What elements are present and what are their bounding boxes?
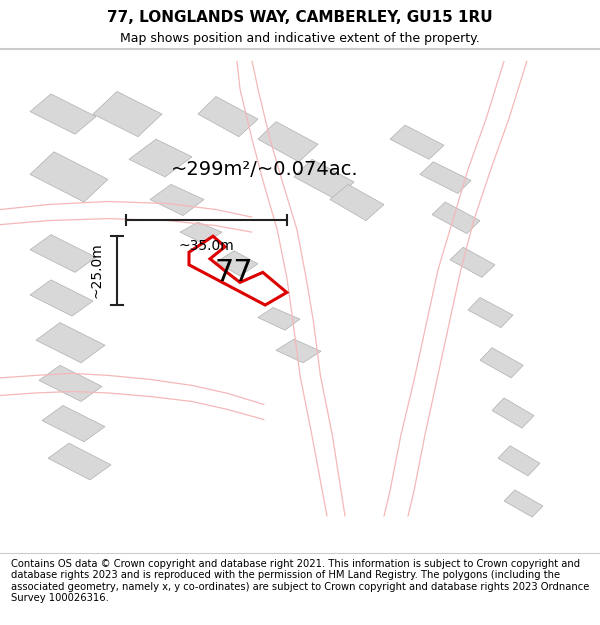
Polygon shape (30, 94, 96, 134)
Polygon shape (480, 348, 523, 378)
Polygon shape (30, 280, 93, 316)
Polygon shape (276, 339, 321, 362)
Polygon shape (390, 125, 444, 159)
Polygon shape (258, 122, 318, 162)
Text: 77, LONGLANDS WAY, CAMBERLEY, GU15 1RU: 77, LONGLANDS WAY, CAMBERLEY, GU15 1RU (107, 10, 493, 25)
Polygon shape (294, 159, 354, 199)
Polygon shape (468, 298, 513, 328)
Polygon shape (450, 248, 495, 278)
Text: Contains OS data © Crown copyright and database right 2021. This information is : Contains OS data © Crown copyright and d… (11, 559, 589, 603)
Polygon shape (30, 152, 108, 202)
Polygon shape (42, 406, 105, 442)
Polygon shape (198, 96, 258, 137)
Text: 77: 77 (215, 258, 253, 287)
Polygon shape (498, 446, 540, 476)
Polygon shape (216, 251, 258, 276)
Polygon shape (150, 184, 204, 216)
Polygon shape (504, 490, 543, 517)
Polygon shape (36, 322, 105, 362)
Polygon shape (180, 222, 222, 244)
Polygon shape (432, 202, 480, 234)
Text: ~299m²/~0.074ac.: ~299m²/~0.074ac. (171, 160, 359, 179)
Polygon shape (420, 162, 471, 194)
Polygon shape (129, 139, 192, 177)
Polygon shape (258, 308, 300, 330)
Polygon shape (330, 184, 384, 221)
Text: ~35.0m: ~35.0m (179, 239, 234, 252)
Polygon shape (93, 91, 162, 137)
Polygon shape (30, 234, 96, 272)
Text: ~25.0m: ~25.0m (90, 242, 104, 298)
Polygon shape (48, 443, 111, 480)
Polygon shape (189, 236, 287, 305)
Polygon shape (237, 279, 281, 302)
Polygon shape (39, 366, 102, 401)
Polygon shape (492, 398, 534, 428)
Text: Map shows position and indicative extent of the property.: Map shows position and indicative extent… (120, 32, 480, 45)
